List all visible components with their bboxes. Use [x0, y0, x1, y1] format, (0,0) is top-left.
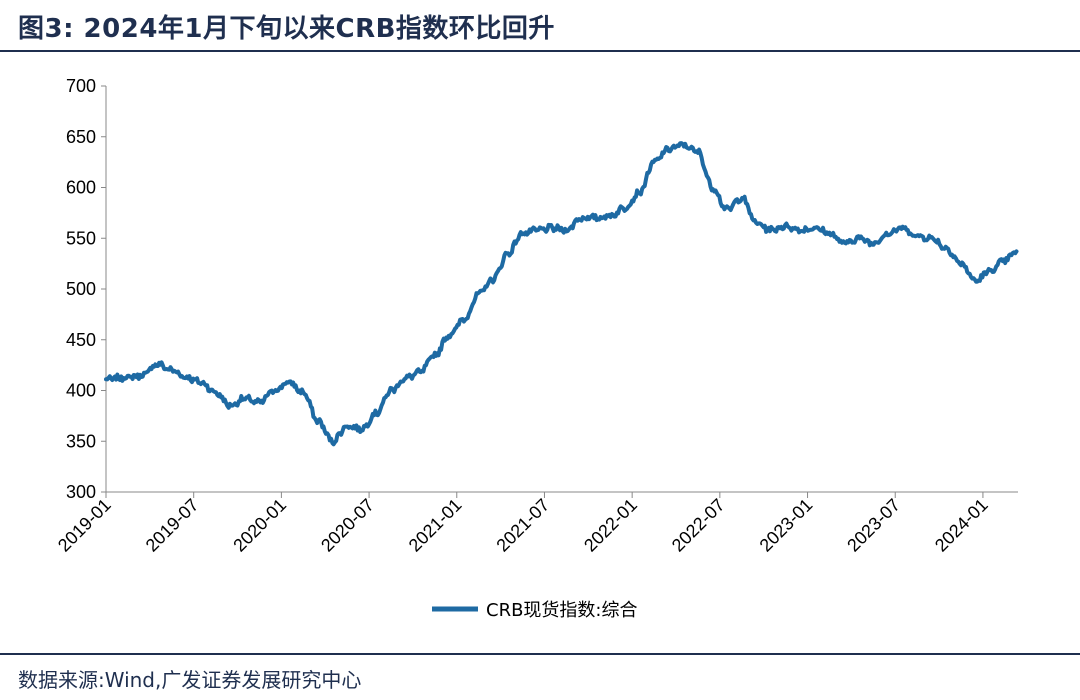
- data-point: [784, 225, 787, 228]
- data-point: [813, 227, 816, 230]
- data-point: [156, 363, 159, 366]
- chart-axes: 300 350 400 450 500 550 600 650 700 2019-01 2019-0…: [54, 76, 1018, 556]
- y-tick-label: 700: [66, 76, 96, 96]
- data-point: [960, 262, 963, 265]
- data-point: [696, 150, 699, 153]
- data-point: [316, 419, 319, 422]
- data-point: [594, 216, 597, 219]
- data-point: [550, 227, 553, 230]
- data-point: [390, 389, 393, 392]
- data-point: [682, 143, 685, 146]
- data-point: [287, 381, 290, 384]
- data-point: [126, 376, 129, 379]
- y-tick-label: 550: [66, 228, 96, 248]
- data-point: [828, 232, 831, 235]
- data-point: [653, 161, 656, 164]
- y-tick-label: 300: [66, 482, 96, 502]
- data-point: [477, 293, 480, 296]
- data-point: [974, 279, 977, 282]
- data-point: [331, 440, 334, 443]
- data-point: [1003, 259, 1006, 262]
- plot-area: [104, 141, 1019, 447]
- chart-title: 图3: 2024年1月下旬以来CRB指数环比回升: [18, 14, 555, 44]
- x-tick-label: 2019-07: [142, 495, 203, 556]
- data-point: [185, 376, 188, 379]
- data-point: [711, 186, 714, 189]
- data-point: [638, 191, 641, 194]
- y-tick-label: 650: [66, 127, 96, 147]
- data-point: [419, 371, 422, 374]
- data-point: [448, 333, 451, 336]
- data-point: [799, 229, 802, 232]
- data-point: [506, 252, 509, 255]
- x-tick-label: 2022-01: [580, 495, 641, 556]
- data-point: [886, 232, 889, 235]
- data-point: [857, 237, 860, 240]
- data-point: [770, 229, 773, 232]
- data-point: [916, 235, 919, 238]
- data-point: [755, 222, 758, 225]
- x-tick-label: 2023-01: [756, 495, 817, 556]
- legend-label: CRB现货指数:综合: [486, 600, 638, 621]
- y-tick-label: 500: [66, 279, 96, 299]
- y-tick-label: 400: [66, 381, 96, 401]
- data-point: [536, 229, 539, 232]
- data-point: [930, 237, 933, 240]
- data-point: [141, 374, 144, 377]
- data-point: [565, 229, 568, 232]
- data-point: [740, 196, 743, 199]
- data-point: [200, 381, 203, 384]
- x-tick-label: 2023-07: [843, 495, 904, 556]
- x-tick-label: 2019-01: [54, 495, 115, 556]
- x-tick-label: 2021-07: [492, 495, 553, 556]
- series-line-crb: [104, 141, 1019, 447]
- top-divider: [0, 50, 1080, 52]
- data-point: [258, 401, 261, 404]
- source-note: 数据来源:Wind,广发证券发展研究中心: [18, 668, 362, 692]
- data-point: [404, 377, 407, 380]
- data-point: [105, 378, 108, 381]
- data-point: [433, 353, 436, 356]
- x-tick-label: 2022-07: [668, 495, 729, 556]
- data-point: [989, 269, 992, 272]
- data-point: [229, 404, 232, 407]
- data-point: [521, 232, 524, 235]
- data-point: [843, 242, 846, 245]
- data-point: [492, 277, 495, 280]
- data-point: [346, 425, 349, 428]
- data-point: [580, 216, 583, 219]
- data-point: [945, 247, 948, 250]
- data-point: [375, 411, 378, 414]
- y-tick-label: 600: [66, 178, 96, 198]
- data-point: [901, 227, 904, 230]
- data-point: [609, 214, 612, 217]
- data-point: [1015, 250, 1018, 253]
- data-point: [273, 389, 276, 392]
- data-point: [726, 208, 729, 211]
- data-point: [214, 391, 217, 394]
- x-tick-label: 2020-07: [317, 495, 378, 556]
- y-tick-label: 450: [66, 330, 96, 350]
- data-point: [360, 428, 363, 431]
- data-point: [463, 318, 466, 321]
- chart-legend: CRB现货指数:综合: [432, 600, 638, 621]
- data-point: [872, 242, 875, 245]
- x-tick-label: 2020-01: [229, 495, 290, 556]
- x-tick-label: 2021-01: [405, 495, 466, 556]
- x-tick-label: 2024-01: [931, 495, 992, 556]
- data-point: [243, 397, 246, 400]
- data-point: [623, 206, 626, 209]
- data-point: [170, 369, 173, 372]
- data-point: [667, 147, 670, 150]
- bottom-divider: [0, 653, 1080, 655]
- y-tick-label: 350: [66, 431, 96, 451]
- line-chart: 300 350 400 450 500 550 600 650 700 2019-01 2019-0…: [54, 76, 1019, 621]
- data-point: [302, 391, 305, 394]
